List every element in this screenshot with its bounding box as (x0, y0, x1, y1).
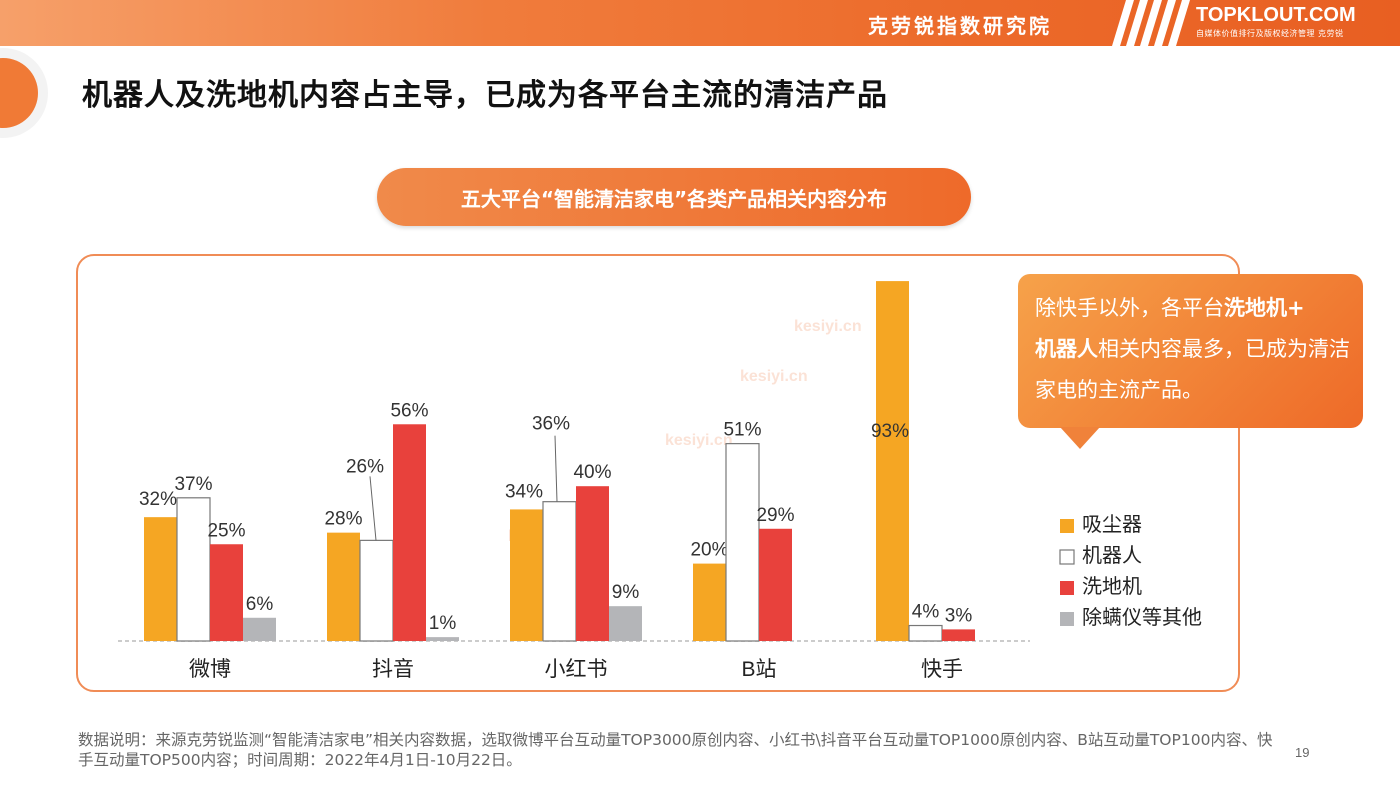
bar (176, 497, 211, 642)
data-label: 9% (612, 582, 640, 603)
stripes-decoration (1112, 0, 1190, 46)
data-label: 3% (945, 605, 973, 626)
data-label: 56% (390, 400, 428, 421)
callout-highlight: 机器人 (1035, 337, 1098, 361)
legend-label: 吸尘器 (1082, 513, 1142, 536)
bar (210, 544, 243, 641)
leader-line (369, 476, 377, 541)
bar (393, 424, 426, 641)
data-label: 26% (346, 456, 384, 477)
bar (243, 617, 276, 641)
data-label: 34% (505, 481, 543, 502)
data-label: 36% (532, 414, 570, 435)
data-label: 6% (246, 594, 274, 615)
bar (510, 509, 543, 641)
data-label: 28% (324, 509, 362, 530)
bar (908, 624, 943, 642)
x-tick-label: 快手 (921, 658, 963, 681)
bar (327, 532, 360, 641)
brand-subtitle: 自媒体价值排行及版权经济管理 克劳锐 (1196, 29, 1344, 38)
data-label: 1% (429, 613, 457, 634)
x-tick-label: 小红书 (545, 658, 608, 681)
data-label: 25% (207, 520, 245, 541)
data-label: 51% (723, 420, 761, 441)
legend-label: 除螨仪等其他 (1082, 606, 1202, 629)
chart-title-pill: 五大平台“智能清洁家电”各类产品相关内容分布 (377, 168, 971, 226)
leader-line (554, 435, 558, 502)
bar (693, 563, 726, 641)
callout-text: 除快手以外，各平台 (1035, 296, 1224, 320)
data-label: 4% (912, 602, 940, 623)
data-label: 29% (756, 505, 794, 526)
bar (759, 528, 792, 641)
legend-swatch (1060, 612, 1074, 626)
bar (609, 606, 642, 641)
bar (876, 281, 909, 641)
watermark: kesiyi.cn (740, 368, 808, 385)
page-number: 19 (1295, 745, 1310, 760)
data-label: 20% (690, 540, 728, 561)
bar (725, 443, 760, 642)
chart-panel (76, 254, 1240, 692)
data-label: 37% (174, 474, 212, 495)
bar (359, 539, 394, 642)
x-tick-label: B站 (741, 658, 776, 681)
x-tick-label: 微博 (189, 658, 231, 681)
legend-swatch (1060, 519, 1074, 533)
data-note: 数据说明：来源克劳锐监测“智能清洁家电”相关内容数据，选取微博平台互动量TOP3… (78, 731, 1273, 769)
bar (426, 637, 459, 641)
header-bar: 克劳锐指数研究院 TOPKLOUT.COM 自媒体价值排行及版权经济管理 克劳锐 (0, 0, 1400, 46)
legend-swatch (1060, 581, 1074, 595)
org-name: 克劳锐指数研究院 (868, 14, 1052, 38)
x-tick-label: 抖音 (372, 658, 414, 681)
bar (576, 486, 609, 641)
callout-text: 相关内容最多，已成为清洁家电的主流产品。 (1035, 337, 1350, 402)
bar (144, 517, 177, 641)
legend-swatch (1059, 549, 1075, 565)
data-label: 32% (139, 489, 177, 510)
brand-logo: TOPKLOUT.COM (1196, 4, 1356, 26)
bar (942, 629, 975, 641)
legend-label: 机器人 (1082, 544, 1142, 567)
data-label: 40% (573, 462, 611, 483)
watermark: kesiyi.cn (665, 432, 733, 449)
callout-highlight: 洗地机+ (1224, 296, 1305, 320)
data-label: 93% (871, 421, 909, 442)
legend-label: 洗地机 (1082, 575, 1142, 598)
page-title: 机器人及洗地机内容占主导，已成为各平台主流的清洁产品 (82, 78, 888, 113)
watermark: kesiyi.cn (794, 318, 862, 335)
callout-pointer (1060, 427, 1100, 449)
bar (542, 501, 577, 642)
callout-box: 除快手以外，各平台洗地机+ 机器人相关内容最多，已成为清洁家电的主流产品。 (1018, 274, 1363, 428)
